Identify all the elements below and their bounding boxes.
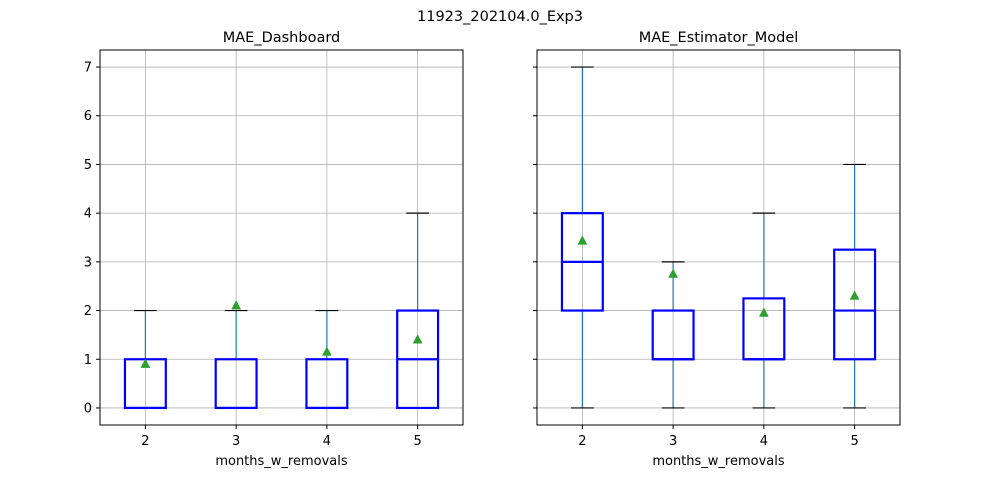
y-tick-label: 7 (84, 61, 92, 76)
subplot-mae-estimator-model: 2 3 4 5 MAE_Estimator_Model months_w_removals (533, 30, 901, 469)
y-tick-label: 0 (84, 401, 92, 416)
box-group (214, 300, 258, 410)
y-tick-label: 3 (84, 255, 92, 270)
y-tick-label: 6 (84, 109, 92, 124)
subplot-title: MAE_Dashboard (223, 30, 341, 46)
mean-marker (577, 235, 588, 245)
x-tick-label: 5 (850, 434, 858, 449)
figure-title: 11923_202104.0_Exp3 (417, 9, 583, 25)
mean-marker (412, 334, 423, 344)
axes-frame (99, 49, 464, 426)
box-group (742, 212, 786, 409)
mean-marker (231, 300, 242, 310)
subplot-mae-dashboard: 0 1 2 3 4 5 6 7 2 3 4 5 MAE_Dashboard months_w_remova… (84, 30, 464, 469)
y-tick-label: 1 (84, 353, 92, 368)
mean-marker (849, 290, 860, 300)
y-tick-label: 2 (84, 304, 92, 319)
x-tick-label: 3 (669, 434, 677, 449)
mean-marker (758, 307, 769, 317)
axes-frame (536, 49, 901, 426)
x-tick-label: 2 (578, 434, 586, 449)
x-axis-label: months_w_removals (652, 454, 785, 469)
box-group (396, 212, 440, 410)
box-group (123, 309, 167, 410)
y-tick-label: 5 (84, 158, 92, 173)
y-tick-label: 4 (84, 207, 92, 222)
x-tick-label: 4 (323, 434, 331, 449)
box-group (833, 163, 877, 409)
x-axis-label: months_w_removals (215, 454, 348, 469)
x-tick-label: 2 (141, 434, 149, 449)
x-tick-label: 5 (413, 434, 421, 449)
box-group (305, 309, 349, 410)
mean-marker (140, 358, 151, 368)
box-group (560, 66, 604, 409)
x-tick-label: 4 (760, 434, 768, 449)
box (833, 248, 877, 361)
box-group (651, 261, 695, 409)
x-tick-label: 3 (232, 434, 240, 449)
subplot-title: MAE_Estimator_Model (639, 30, 799, 46)
mean-marker (321, 346, 332, 356)
mean-marker (668, 268, 679, 278)
